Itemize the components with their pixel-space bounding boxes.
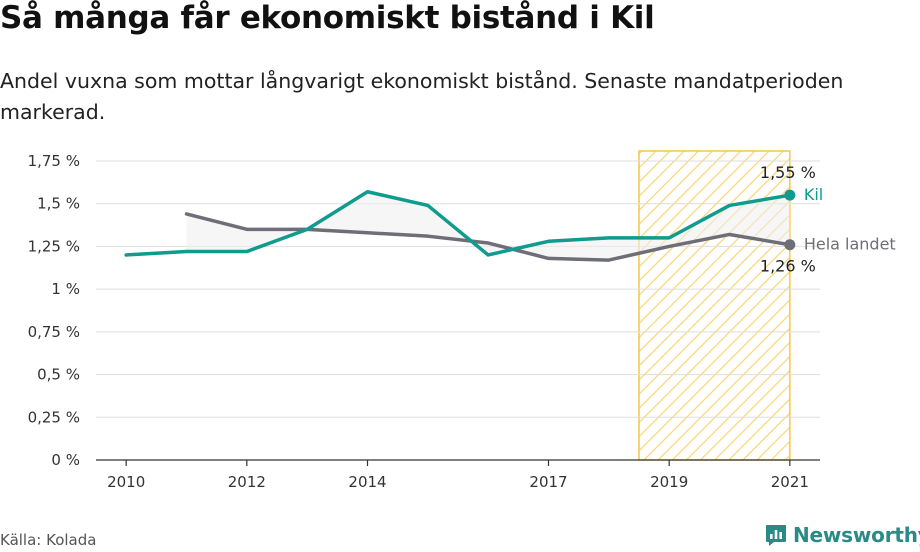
value-label-kil: 1,55 %: [760, 163, 816, 182]
y-tick-label: 1,75 %: [28, 152, 80, 170]
x-tick-label: 2019: [650, 473, 688, 491]
y-tick-label: 1 %: [51, 280, 80, 298]
x-tick-label: 2017: [529, 473, 567, 491]
source-note: Källa: Kolada: [0, 531, 97, 549]
series-kil-line: [124, 190, 792, 257]
series-label-hela-landet: Hela landet: [804, 235, 896, 254]
brand-name: Newsworthy: [793, 523, 920, 547]
y-tick-label: 0,25 %: [28, 408, 80, 426]
y-tick-label: 1,25 %: [28, 237, 80, 255]
x-tick-label: 2014: [348, 473, 386, 491]
x-tick-label: 2012: [228, 473, 266, 491]
series-hela-landet-end-point: [784, 239, 796, 251]
newsworthy-logo-icon: [766, 525, 786, 546]
page-subtitle: Andel vuxna som mottar långvarigt ekonom…: [0, 69, 844, 124]
difference-area: [186, 191, 790, 261]
y-tick-label: 1,5 %: [37, 195, 80, 213]
y-tick-label: 0,75 %: [28, 323, 80, 341]
x-tick-label: 2021: [771, 473, 809, 491]
series-hela-landet-line: [184, 212, 792, 262]
y-tick-label: 0 %: [51, 451, 80, 469]
page-title: Så många får ekonomiskt bistånd i Kil: [0, 0, 655, 36]
series-kil-end-point: [784, 189, 796, 201]
x-tick-label: 2010: [107, 473, 145, 491]
brand-logo: Newsworthy: [765, 520, 920, 550]
y-tick-label: 0,5 %: [37, 366, 80, 384]
value-label-hela-landet: 1,26 %: [760, 257, 816, 276]
series-label-kil: Kil: [804, 185, 823, 204]
